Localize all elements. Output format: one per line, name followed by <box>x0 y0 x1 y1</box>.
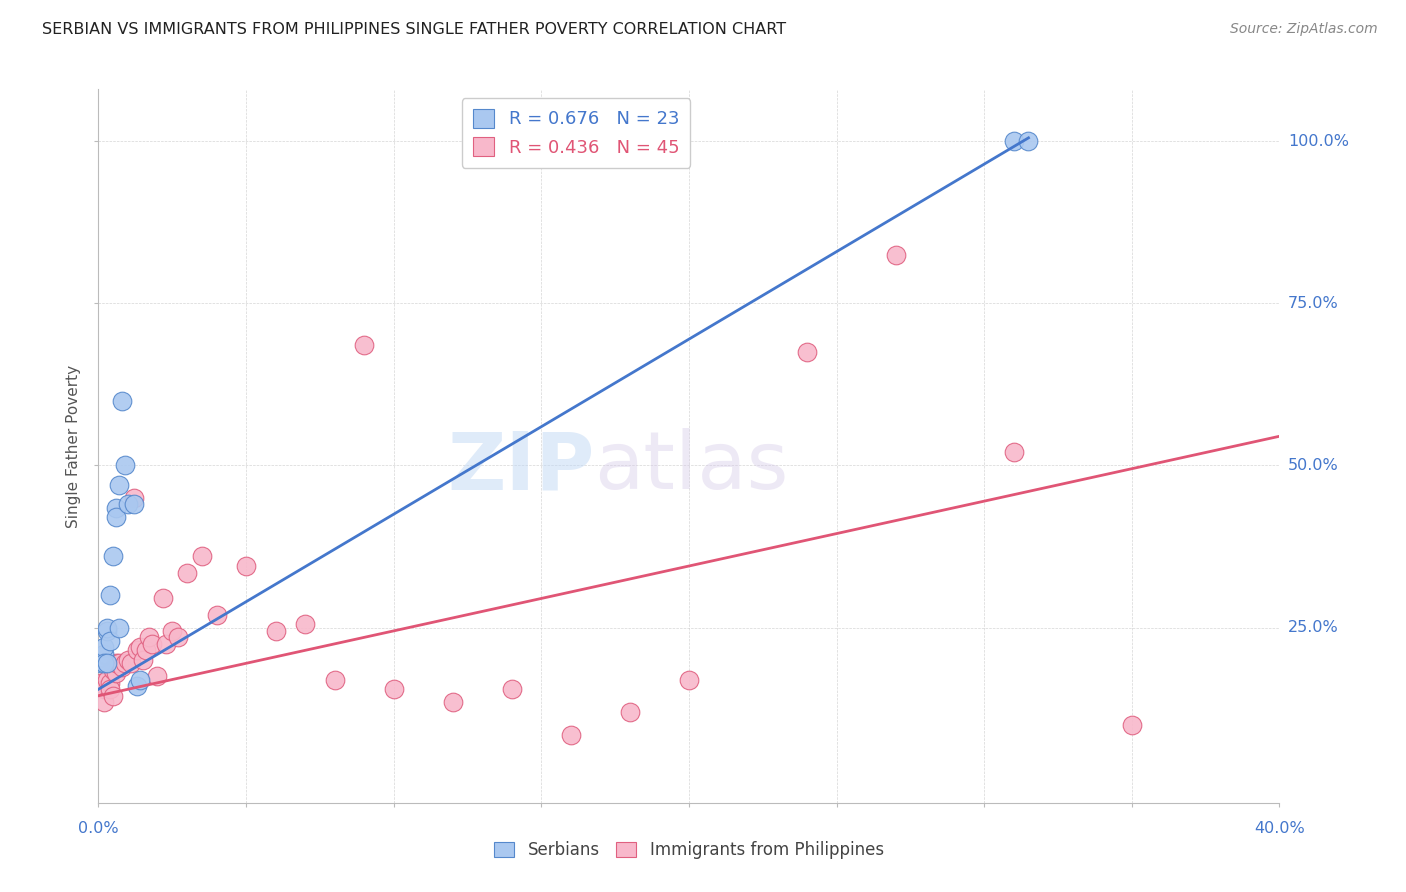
Legend: Serbians, Immigrants from Philippines: Serbians, Immigrants from Philippines <box>488 835 890 866</box>
Point <box>98 588 121 602</box>
Point <box>1002 445 1025 459</box>
Text: 75.0%: 75.0% <box>1288 296 1339 310</box>
Point <box>323 673 346 687</box>
Point <box>98 675 121 690</box>
Point <box>111 659 134 673</box>
Point <box>162 624 183 638</box>
Point <box>132 653 155 667</box>
Point <box>103 663 125 677</box>
Point <box>560 728 582 742</box>
Point <box>382 682 405 697</box>
Point <box>108 621 131 635</box>
Point <box>105 510 128 524</box>
Point <box>1017 134 1039 148</box>
Point <box>441 695 464 709</box>
Point <box>205 607 228 622</box>
Point <box>96 621 118 635</box>
Text: SERBIAN VS IMMIGRANTS FROM PHILIPPINES SINGLE FATHER POVERTY CORRELATION CHART: SERBIAN VS IMMIGRANTS FROM PHILIPPINES S… <box>42 22 786 37</box>
Point <box>117 497 139 511</box>
Point <box>96 673 118 687</box>
Point <box>1002 134 1025 148</box>
Point <box>122 497 145 511</box>
Point <box>120 657 142 671</box>
Text: 100.0%: 100.0% <box>1288 134 1348 149</box>
Point <box>108 657 131 671</box>
Text: atlas: atlas <box>595 428 789 507</box>
Point <box>103 549 125 564</box>
Point <box>103 689 125 703</box>
Text: 40.0%: 40.0% <box>1254 822 1305 837</box>
Point <box>105 657 128 671</box>
Point <box>155 637 177 651</box>
Point <box>501 682 523 697</box>
Text: ZIP: ZIP <box>447 428 595 507</box>
Point <box>96 624 118 638</box>
Point <box>122 491 145 505</box>
Point <box>98 682 121 697</box>
Point <box>93 647 115 661</box>
Point <box>96 657 118 671</box>
Point <box>294 617 316 632</box>
Point <box>191 549 214 564</box>
Point <box>884 247 907 261</box>
Point <box>141 637 163 651</box>
Point <box>125 679 148 693</box>
Point <box>93 657 115 671</box>
Point <box>167 631 190 645</box>
Text: Source: ZipAtlas.com: Source: ZipAtlas.com <box>1230 22 1378 37</box>
Point <box>98 633 121 648</box>
Point <box>138 631 160 645</box>
Y-axis label: Single Father Poverty: Single Father Poverty <box>66 365 82 527</box>
Point <box>114 458 136 473</box>
Point <box>90 675 112 690</box>
Point <box>135 643 157 657</box>
Text: 50.0%: 50.0% <box>1288 458 1339 473</box>
Point <box>114 657 136 671</box>
Point <box>796 345 818 359</box>
Point <box>111 393 134 408</box>
Point <box>105 666 128 681</box>
Point <box>128 640 150 654</box>
Point <box>678 673 700 687</box>
Point <box>105 500 128 515</box>
Point <box>176 566 198 580</box>
Text: 0.0%: 0.0% <box>79 822 118 837</box>
Point <box>146 669 169 683</box>
Point <box>353 338 375 352</box>
Point <box>264 624 287 638</box>
Point <box>90 657 112 671</box>
Text: 25.0%: 25.0% <box>1288 620 1339 635</box>
Point <box>93 640 115 654</box>
Point <box>619 705 641 719</box>
Point <box>152 591 174 606</box>
Point <box>1121 718 1143 732</box>
Point <box>117 653 139 667</box>
Point <box>108 478 131 492</box>
Point <box>125 643 148 657</box>
Point <box>93 682 115 697</box>
Point <box>235 559 257 574</box>
Point <box>128 673 150 687</box>
Point <box>90 649 112 664</box>
Point <box>93 695 115 709</box>
